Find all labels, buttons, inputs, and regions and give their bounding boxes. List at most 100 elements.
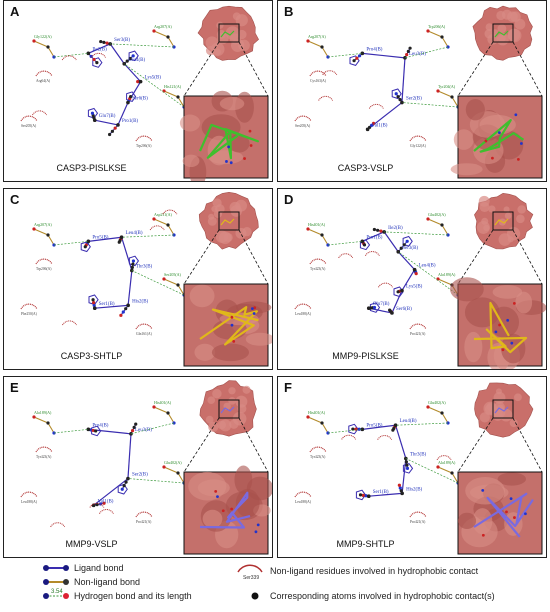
contact-residue: Glu402(A) bbox=[395, 400, 450, 426]
ligand-residue-label: Val1(B) bbox=[372, 123, 388, 128]
contact-residue-label: His401(A) bbox=[308, 410, 326, 415]
contact-residue-label: His121(A) bbox=[164, 84, 182, 89]
contact-residue: Gln161(A) bbox=[135, 323, 153, 336]
contact-residue: Gly122(A) bbox=[409, 135, 427, 148]
panel-label: A bbox=[10, 4, 20, 19]
protein-surface-image bbox=[183, 380, 269, 473]
contact-residue-label: Leu188(A) bbox=[21, 500, 38, 504]
contact-residue-label: Glu402(A) bbox=[164, 460, 182, 465]
contact-residue: Trp206(A) bbox=[404, 24, 450, 59]
contact-residue: Pro421(A) bbox=[409, 323, 427, 336]
hydrophobic-arc-icon bbox=[135, 511, 153, 518]
ligand-residue-label: Ile2(B) bbox=[388, 226, 403, 231]
contact-residue: Pro421(A) bbox=[409, 511, 427, 524]
interaction-diagram: Pro4(B) Leu3(B) Ser2(B) Val1(B) Ala189(A) His… bbox=[20, 380, 272, 555]
contact-residue: His401(A) bbox=[306, 410, 363, 435]
hydrophobic-arc-icon bbox=[341, 434, 357, 440]
ligand-residue-label: His2(B) bbox=[406, 487, 422, 492]
zoom-inset-image bbox=[183, 283, 272, 367]
zoom-inset-image bbox=[450, 277, 546, 369]
contact-residue-label: Arg207(A) bbox=[34, 222, 52, 227]
contact-residue: Ser205(A) bbox=[20, 115, 38, 128]
panel-a: Ile2(B) Ser3(B) Leu4(B) Lys5(B) Ser6(B) Pro1(… bbox=[3, 0, 273, 182]
interaction-diagram: Pro4(B) Leu3(B) Ser2(B) Val1(B) Arg207(A) Trp… bbox=[294, 5, 543, 179]
hydrophobic-arc-icon bbox=[20, 115, 38, 122]
contact-residue: Leu188(A) bbox=[294, 303, 312, 316]
legend: Ligand bond Non-ligand bond 3.54 Hydroge… bbox=[43, 563, 495, 601]
ligand-residue-label: Ile2(B) bbox=[92, 47, 107, 52]
hydrophobic-arc-icon bbox=[20, 303, 38, 310]
contact-residue: Ala189(A) bbox=[32, 410, 89, 435]
hydrophobic-arc-icon bbox=[409, 135, 427, 142]
contact-residue-label: Trp206(A) bbox=[428, 24, 446, 29]
contact-residue: His121(A) bbox=[124, 63, 186, 109]
legend-hbond: 3.54 Hydrogen bond and its length bbox=[43, 589, 192, 601]
contact-residue: Arg207(A) bbox=[110, 24, 176, 49]
hydrophobic-arc-icon bbox=[368, 103, 384, 109]
legend-atoms-label: Corresponding atoms involved in hydropho… bbox=[270, 591, 495, 601]
ligand-residue-label: Ser2(B) bbox=[406, 97, 422, 102]
hydrophobic-arc-icon bbox=[20, 491, 38, 498]
panel-title: CASP3-SHTLP bbox=[60, 351, 123, 361]
ligand-residue-label: Pro1(B) bbox=[366, 235, 382, 240]
hydrophobic-arc-icon bbox=[309, 70, 327, 77]
contact-residue-label: Tyr423(A) bbox=[36, 455, 52, 459]
ligand-residue-label: His2(B) bbox=[132, 299, 148, 304]
contact-residue-label: Gln161(A) bbox=[136, 332, 153, 336]
panel-label: E bbox=[10, 380, 19, 395]
panel-b: Pro4(B) Leu3(B) Ser2(B) Val1(B) Arg207(A) Trp… bbox=[277, 0, 547, 182]
contact-residue-label: Phe250(A) bbox=[21, 312, 38, 316]
ligand-residue-label: Leu4(B) bbox=[128, 58, 145, 63]
contact-residue-label: Gly122(A) bbox=[34, 34, 52, 39]
hydrophobic-arc-icon bbox=[162, 209, 178, 215]
contact-residue: Tyr423(A) bbox=[309, 258, 327, 271]
contact-residue-label: Arg207(A) bbox=[308, 34, 326, 39]
contact-residue-label: Tyr423(A) bbox=[310, 267, 326, 271]
interaction-diagram: Pro5(B) Leu4(B) Thr3(B) His2(B) Ser1(B) His40… bbox=[294, 382, 543, 555]
contact-residue: His401(A) bbox=[130, 400, 176, 435]
hydrophobic-arc-icon bbox=[32, 110, 47, 116]
hydrophobic-arc-icon bbox=[409, 323, 427, 330]
ligand-residue-label: Val1(B) bbox=[98, 499, 114, 504]
legend-ligand-bond-label: Ligand bond bbox=[74, 563, 124, 573]
contact-residue: Tyr204(A) bbox=[401, 84, 460, 109]
contact-residue: Cys163(A) bbox=[309, 70, 327, 83]
interaction-diagram: Pro1(B) Ile2(B) Ser3(B) Leu4(B) Lys5(B) Ser6(… bbox=[294, 192, 546, 369]
contact-residue-label: Ala189(A) bbox=[438, 272, 456, 277]
ligand-residue-label: Ser6(B) bbox=[132, 97, 148, 102]
contact-residue-label: Tyr423(A) bbox=[310, 455, 326, 459]
panel-label: B bbox=[284, 4, 294, 19]
legend-hydrophobic-example: Ser339 bbox=[243, 575, 259, 581]
hydrophobic-arc-icon bbox=[322, 70, 338, 76]
ligand-skeleton bbox=[349, 46, 412, 132]
protein-surface-image bbox=[457, 382, 543, 473]
panel-title: MMP9-PISLKSE bbox=[332, 351, 399, 361]
contact-residue-label: His401(A) bbox=[308, 222, 326, 227]
contact-residue-label: Glu402(A) bbox=[428, 400, 446, 405]
hydrophobic-arc-icon bbox=[338, 253, 354, 259]
zoom-inset-image bbox=[450, 95, 543, 179]
zoom-inset-image bbox=[457, 471, 543, 555]
hydrophobic-arc-icon bbox=[62, 320, 77, 326]
legend-hydrophobic-arc-icon: Ser339 Non-ligand residues involved in h… bbox=[237, 564, 479, 581]
contact-residue: Glu402(A) bbox=[384, 212, 450, 237]
contact-residue-label: Pro421(A) bbox=[410, 332, 426, 336]
ligand-residue-label: Glu7(B) bbox=[99, 114, 116, 119]
zoom-inset-image bbox=[183, 465, 272, 555]
protein-surface-image bbox=[183, 191, 269, 285]
contact-residue: Arg64(A) bbox=[35, 70, 53, 83]
panel-e: Pro4(B) Leu3(B) Ser2(B) Val1(B) Ala189(A) His… bbox=[3, 376, 273, 558]
hydrophobic-arc-icon bbox=[50, 522, 66, 528]
panel-title: MMP9-SHTLP bbox=[336, 539, 395, 549]
contact-residue-label: Ser205(A) bbox=[295, 124, 311, 128]
contact-residue-label: Ser205(A) bbox=[164, 272, 182, 277]
legend-hydrophobic-label: Non-ligand residues involved in hydropho… bbox=[270, 566, 479, 576]
hydrophobic-arc-icon bbox=[378, 282, 393, 288]
panel-title: CASP3-VSLP bbox=[337, 163, 394, 173]
contact-residue: Gly122(A) bbox=[32, 34, 89, 59]
panel-label: C bbox=[10, 192, 20, 207]
ligand-residue-label: Lys5(B) bbox=[406, 285, 423, 290]
hydrophobic-arc-icon bbox=[135, 323, 153, 330]
hydrophobic-arc-icon bbox=[364, 251, 380, 256]
legend-atom-icon: Corresponding atoms involved in hydropho… bbox=[251, 591, 495, 601]
